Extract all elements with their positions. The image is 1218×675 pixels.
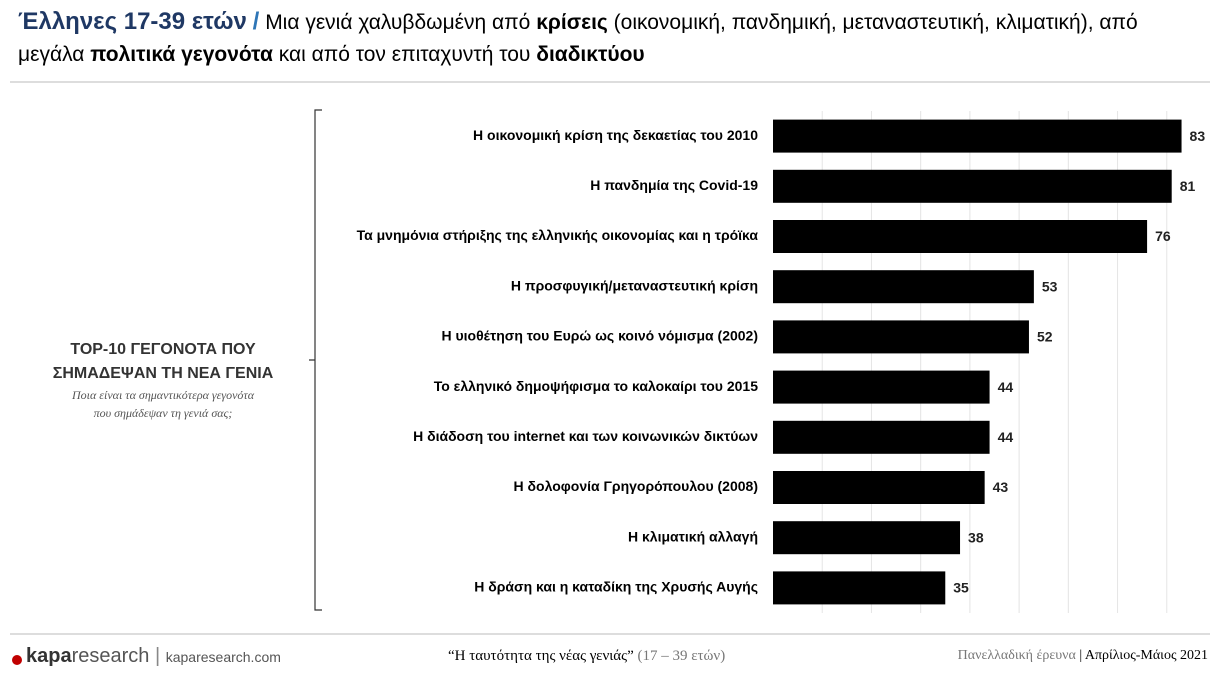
bar	[773, 169, 1172, 203]
category-label: Η οικονομική κρίση της δεκαετίας του 201…	[473, 127, 758, 143]
value-label: 81	[1180, 178, 1196, 194]
bar	[773, 320, 1029, 354]
category-label: Τα μνημόνια στήριξης της ελληνικής οικον…	[357, 227, 759, 243]
title-part: Μια γενιά χαλυβδωμένη από	[265, 11, 531, 34]
study: “Η ταυτότητα της νέας γενιάς” (17 – 39 ε…	[448, 648, 725, 665]
survey-sep: |	[1079, 648, 1083, 663]
category-label: Η προσφυγική/μεταναστευτική κρίση	[511, 277, 758, 293]
brand-bold: kapa	[26, 645, 72, 667]
brand-sep: |	[154, 645, 161, 667]
brand-light: research	[71, 645, 150, 667]
survey: Πανελλαδική έρευνα | Απρίλιος-Μάιος 2021	[958, 648, 1208, 664]
category-label: Η δράση και η καταδίκη της Χρυσής Αυγής	[474, 579, 758, 595]
bar	[773, 370, 990, 404]
study-age: (17 – 39 ετών)	[637, 648, 726, 664]
bar	[773, 220, 1148, 253]
bar	[773, 420, 990, 454]
value-label: 83	[1190, 128, 1206, 144]
title-part: (οικονομική, πανδημική, μεταναστευτική, …	[18, 11, 1138, 66]
category-label: Η δολοφονία Γρηγορόπουλου (2008)	[514, 478, 758, 494]
bracket	[309, 109, 322, 611]
side-question: Ποια είναι τα σημαντικότερα γεγονότα	[71, 388, 255, 402]
value-label: 38	[968, 529, 984, 545]
bar	[773, 521, 961, 555]
side-question: που σημάδεψαν τη γενιά σας;	[94, 406, 233, 420]
logo-dot	[12, 655, 22, 665]
value-label: 76	[1155, 228, 1171, 244]
bar	[773, 119, 1182, 153]
side-heading: ΣΗΜΑΔΕΨΑΝ ΤΗ ΝΕΑ ΓΕΝΙΑ	[53, 365, 274, 382]
brand: kaparesearch | kaparesearch.com	[26, 645, 281, 668]
category-label: Η υιοθέτηση του Ευρώ ως κοινό νόμισμα (2…	[441, 328, 758, 344]
value-label: 53	[1042, 278, 1058, 294]
category-label: Η πανδημία της Covid-19	[590, 177, 758, 193]
value-label: 35	[953, 580, 969, 596]
title-part: κρίσεις	[536, 11, 608, 34]
survey-period: Απρίλιος-Μάιος 2021	[1084, 648, 1208, 663]
title-separator: /	[252, 8, 260, 35]
study-name: “Η ταυτότητα της νέας γενιάς”	[448, 648, 634, 664]
category-label: Το ελληνικό δημοψήφισμα το καλοκαίρι του…	[434, 378, 758, 394]
category-label: Η κλιματική αλλαγή	[628, 528, 758, 544]
bar	[773, 270, 1034, 304]
bar	[773, 571, 946, 605]
value-label: 44	[998, 379, 1014, 395]
site: kaparesearch.com	[165, 649, 281, 665]
title-part: και από τον επιταχυντή του	[278, 43, 531, 66]
bar	[773, 471, 985, 504]
title-part: πολιτικά γεγονότα	[90, 43, 273, 66]
title-part: διαδικτύου	[536, 43, 645, 66]
value-label: 44	[998, 429, 1014, 445]
title-lead: Έλληνες 17-39 ετών	[18, 8, 247, 35]
value-label: 43	[993, 479, 1009, 495]
title: Έλληνες 17-39 ετών / Μια γενιά χαλυβδωμέ…	[18, 6, 1208, 71]
side-heading: TOP-10 ΓΕΓΟΝΟΤΑ ΠΟΥ	[70, 341, 256, 358]
survey-type: Πανελλαδική έρευνα	[957, 648, 1076, 663]
category-label: Η διάδοση του internet και των κοινωνικώ…	[413, 428, 758, 444]
value-label: 52	[1037, 329, 1053, 345]
